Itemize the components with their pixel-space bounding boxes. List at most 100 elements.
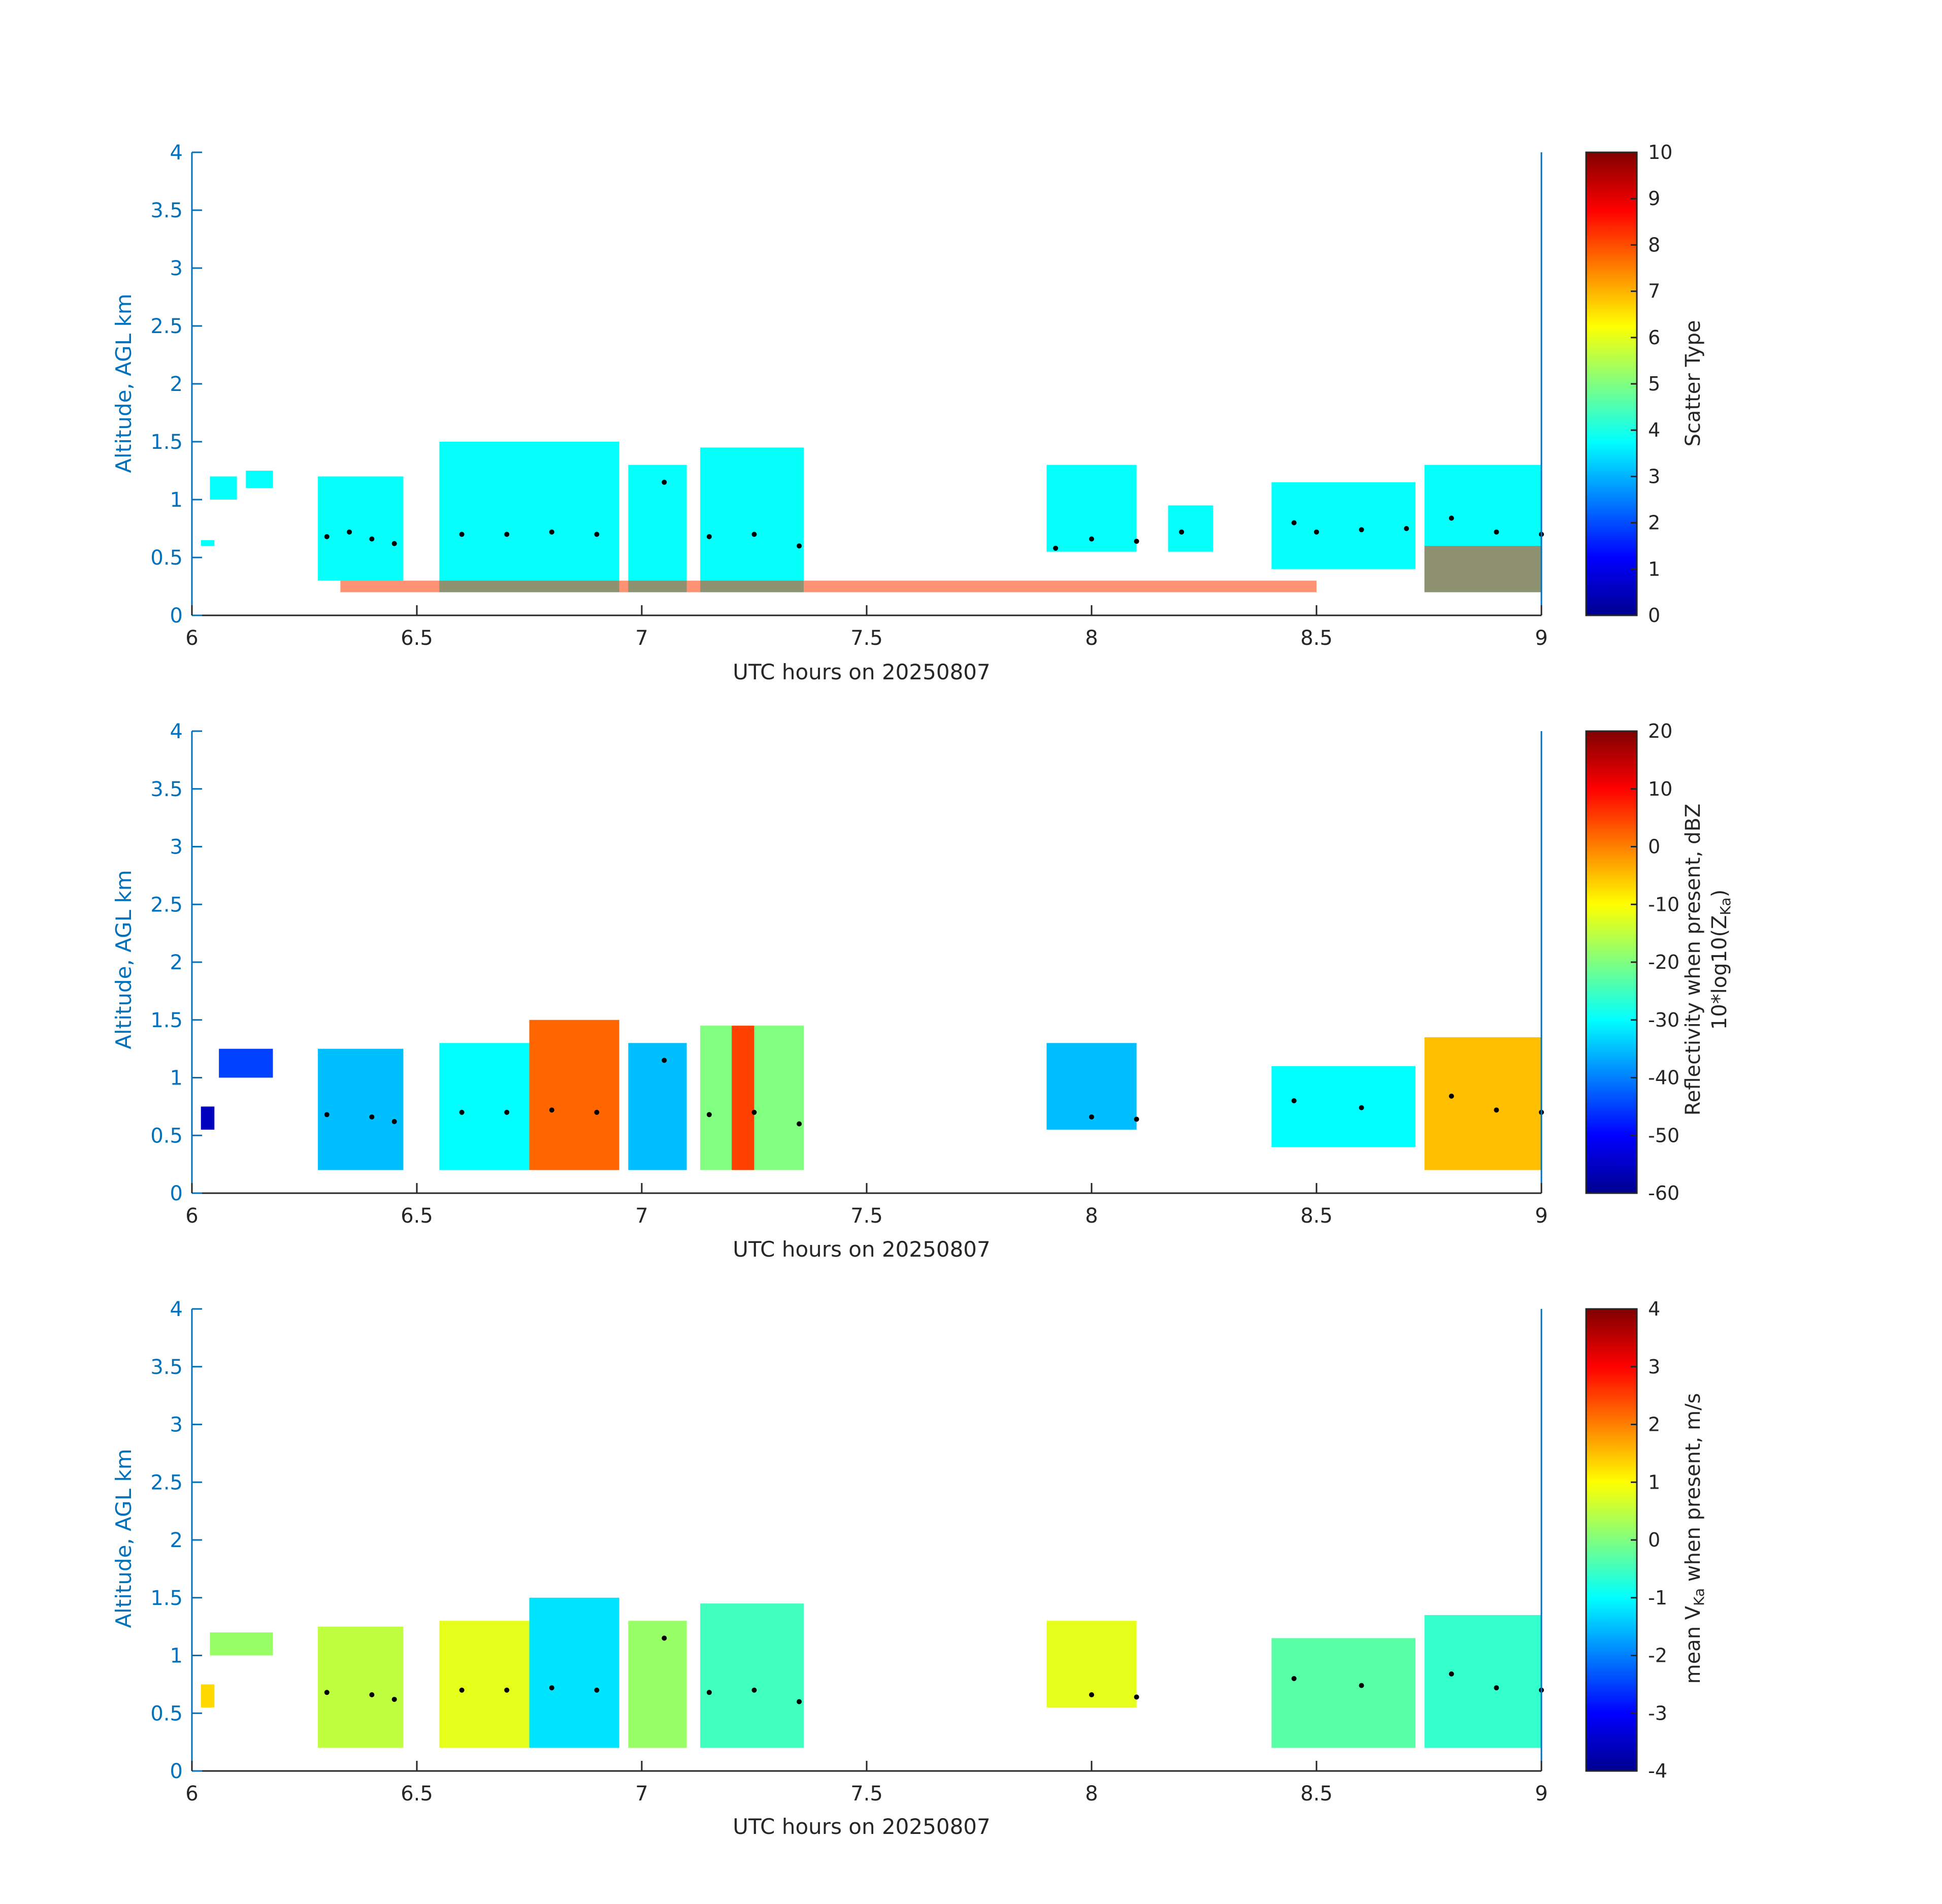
cloud-base-dot	[324, 1690, 330, 1695]
cloud-base-dot	[662, 1635, 667, 1641]
cloud-base-dot	[1359, 1105, 1364, 1110]
cloud-base-dot	[391, 1119, 397, 1124]
cloud-cell	[1168, 505, 1213, 552]
velocity-y-label: Altitude, AGL km	[111, 1449, 136, 1628]
cloud-base-dot	[369, 1114, 375, 1120]
colorbar-tick-label: 2	[1648, 1414, 1660, 1436]
cloud-cell	[439, 1043, 530, 1170]
y-tick-label: 2	[170, 951, 183, 974]
colorbar-tick-label: 3	[1648, 1356, 1660, 1378]
cloud-base-dot	[594, 1687, 600, 1693]
hot-cell	[340, 580, 1316, 593]
cloud-base-dot	[706, 1690, 712, 1695]
y-tick-label: 3	[170, 257, 183, 280]
colorbar-tick-label: 9	[1648, 187, 1660, 210]
cloud-base-dot	[1179, 529, 1184, 535]
cloud-cell	[529, 1020, 619, 1170]
cloud-base-dot	[1449, 1093, 1454, 1099]
colorbar-tick-label: 10	[1648, 778, 1672, 800]
y-tick-label: 1.5	[150, 1009, 183, 1032]
cloud-base-dot	[1053, 545, 1059, 551]
y-tick-label: 2	[170, 1529, 183, 1552]
cloud-cell	[1424, 1037, 1541, 1170]
cloud-base-dot	[594, 1109, 600, 1115]
cloud-base-dot	[1291, 520, 1297, 526]
cloud-base-dot	[347, 529, 352, 535]
colorbar-tick-label: -60	[1648, 1182, 1680, 1204]
reflectivity-x-label: UTC hours on 20250807	[733, 1237, 991, 1262]
cloud-cell	[628, 1043, 687, 1170]
y-tick-label: 3	[170, 1414, 183, 1437]
x-tick-label: 6	[185, 1782, 198, 1805]
colorbar-tick-label: 7	[1648, 280, 1660, 303]
y-tick-label: 1.5	[150, 1587, 183, 1610]
cloud-base-dot	[1089, 1692, 1094, 1697]
scatter-type-x-label: UTC hours on 20250807	[733, 660, 991, 684]
cloud-base-dot	[751, 532, 757, 537]
y-tick-label: 1	[170, 1067, 183, 1090]
x-tick-label: 6	[185, 627, 198, 650]
cloud-base-dot	[324, 1112, 330, 1118]
colorbar-tick-label: 3	[1648, 465, 1660, 487]
cloud-base-dot	[1449, 1671, 1454, 1677]
velocity-x-label: UTC hours on 20250807	[733, 1814, 991, 1839]
cloud-base-dot	[1134, 1694, 1139, 1700]
colorbar-tick-label: 4	[1648, 419, 1660, 441]
cloud-cell	[318, 1626, 404, 1748]
y-tick-label: 3	[170, 836, 183, 859]
x-tick-label: 7	[635, 627, 648, 650]
y-tick-label: 4	[170, 720, 183, 743]
cloud-base-dot	[1134, 1117, 1139, 1122]
cloud-cell	[318, 476, 404, 581]
colorbar-tick-label: 6	[1648, 326, 1660, 349]
velocity-colorbar-label: mean VKa when present, m/s	[1682, 1393, 1707, 1684]
colorbar-tick-label: 1	[1648, 558, 1660, 580]
scatter-type-y-label: Altitude, AGL km	[111, 293, 136, 473]
colorbar	[1585, 151, 1638, 616]
y-tick-label: 0.5	[150, 1124, 183, 1147]
y-tick-label: 1	[170, 488, 183, 512]
x-tick-label: 9	[1535, 1204, 1548, 1228]
reflectivity-colorbar-label-line2: 10*log10(ZKa)	[1708, 890, 1734, 1030]
y-tick-label: 2.5	[150, 315, 183, 338]
cloud-base-dot	[1291, 1098, 1297, 1103]
cloud-base-dot	[1359, 527, 1364, 533]
y-tick-label: 3.5	[150, 1356, 183, 1379]
colorbar-tick-label: -50	[1648, 1124, 1680, 1146]
x-tick-label: 8	[1085, 627, 1098, 650]
cloud-base-dot	[797, 543, 802, 549]
cloud-base-dot	[504, 1687, 510, 1693]
colorbar	[1585, 730, 1638, 1194]
y-tick-label: 4	[170, 1298, 183, 1321]
y-tick-label: 3.5	[150, 778, 183, 801]
colorbar-tick-label: 0	[1648, 1529, 1660, 1551]
cloud-base-dot	[1404, 526, 1409, 531]
colorbar-tick-label: -30	[1648, 1009, 1680, 1031]
reflectivity-y-label: Altitude, AGL km	[111, 870, 136, 1049]
reflectivity-plot-area	[201, 1020, 1544, 1170]
cloud-base-dot	[1291, 1676, 1297, 1681]
x-tick-label: 9	[1535, 627, 1548, 650]
cloud-base-dot	[1449, 515, 1454, 521]
scatter-type-colorbar-label: Scatter Type	[1682, 320, 1705, 447]
x-tick-label: 8	[1085, 1782, 1098, 1805]
colorbar-tick-label: -3	[1648, 1702, 1667, 1724]
y-tick-label: 2.5	[150, 1471, 183, 1494]
cloud-cell	[210, 476, 237, 500]
cloud-base-dot	[369, 1692, 375, 1697]
x-tick-label: 6.5	[401, 1204, 433, 1228]
colorbar-tick-label: -2	[1648, 1645, 1667, 1667]
cloud-base-dot	[391, 1696, 397, 1702]
cloud-cell	[439, 1621, 530, 1748]
cloud-cell	[1271, 1638, 1416, 1748]
y-tick-label: 2	[170, 373, 183, 396]
cloud-base-dot	[324, 534, 330, 539]
cloud-cell	[201, 1106, 215, 1130]
colorbar-tick-label: -10	[1648, 893, 1680, 915]
cloud-base-dot	[459, 1687, 465, 1693]
cloud-cell	[732, 1026, 754, 1170]
x-tick-label: 6.5	[401, 627, 433, 650]
colorbar-tick-label: -20	[1648, 951, 1680, 973]
cloud-base-dot	[391, 541, 397, 546]
